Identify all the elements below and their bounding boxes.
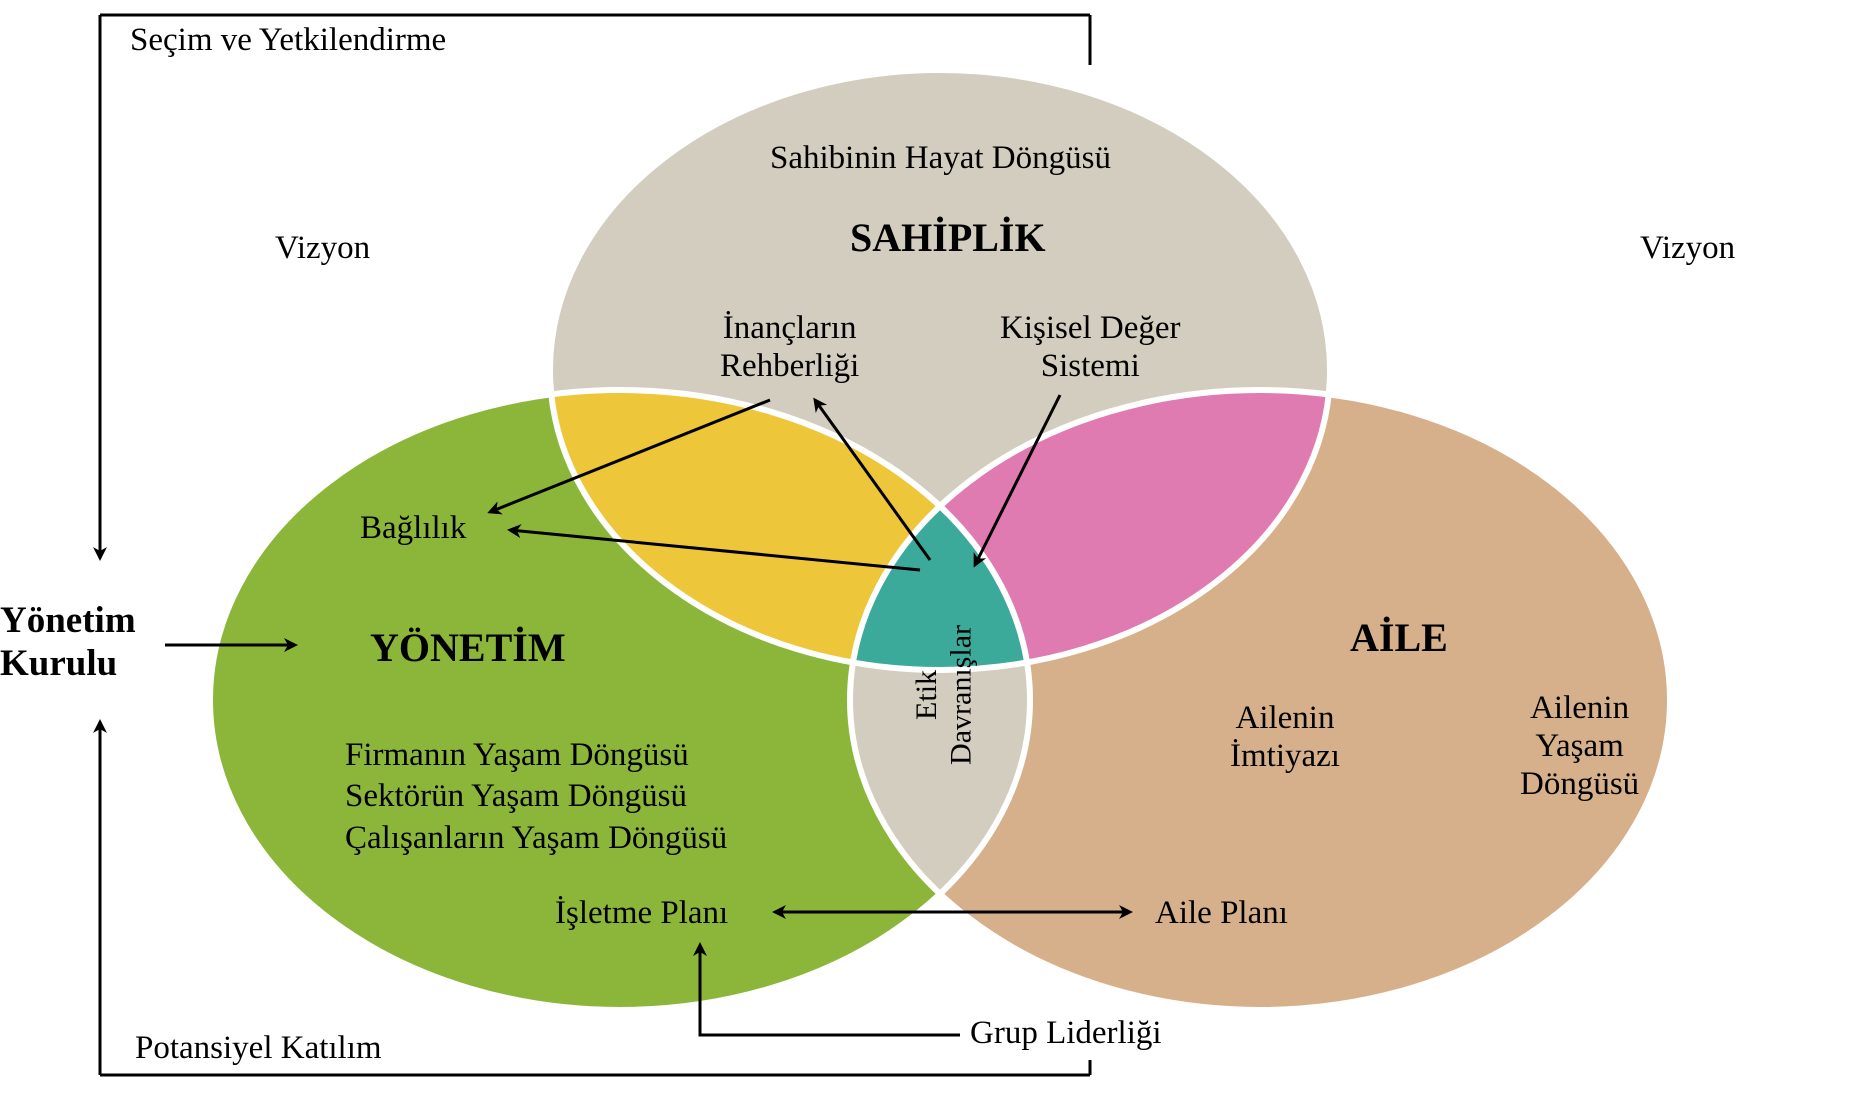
arrow-center-to-beliefs <box>815 400 930 560</box>
arrow-center-to-loyalty <box>510 530 920 570</box>
arrow-beliefs-to-loyalty <box>490 400 770 512</box>
arrow-personal-to-center <box>975 395 1060 565</box>
arrow-group-to-plan <box>700 945 960 1035</box>
venn-diagram-container: Seçim ve Yetkilendirme Vizyon Vizyon Yön… <box>0 0 1862 1102</box>
arrows-layer <box>0 0 1862 1102</box>
